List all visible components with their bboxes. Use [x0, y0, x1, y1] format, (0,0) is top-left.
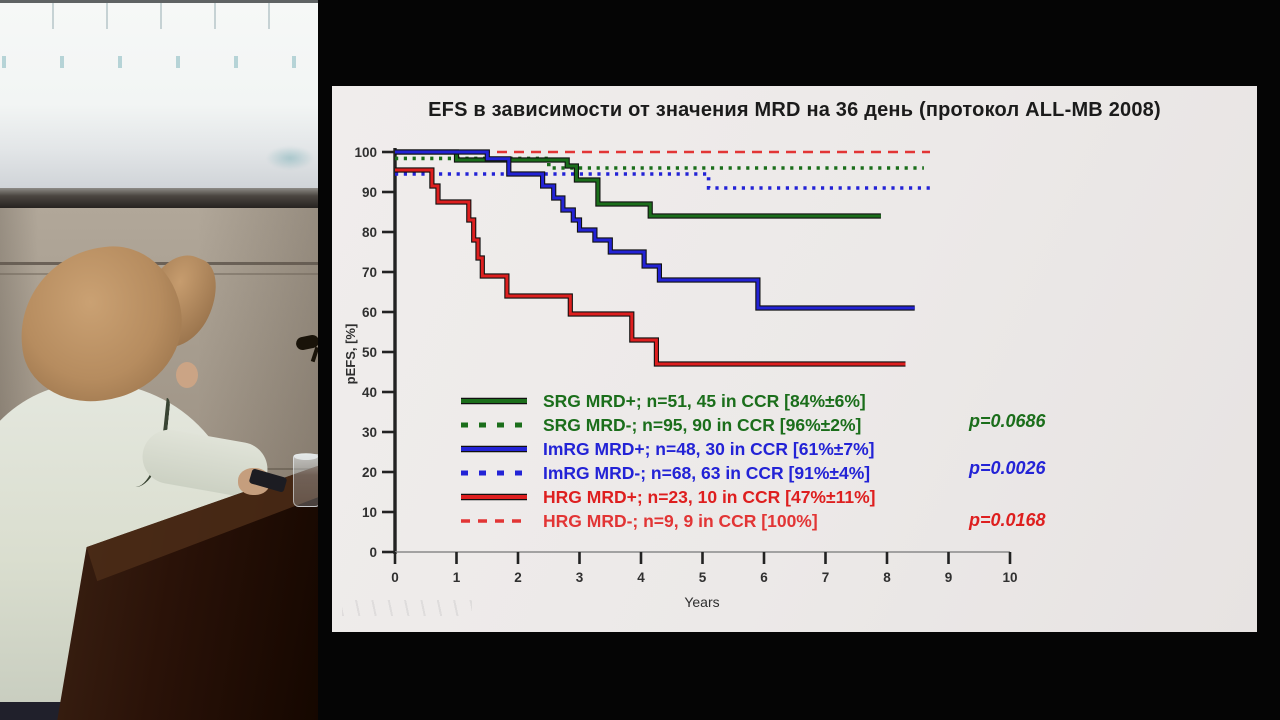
x-tick-label: 4: [637, 570, 645, 585]
legend-row: ImRG MRD+; n=48, 30 in CCR [61%±7%]: [455, 437, 875, 461]
x-tick-label: 8: [883, 570, 891, 585]
series-curve-1: [395, 156, 924, 170]
screen-faint-marks: [2, 56, 318, 68]
legend-swatch-dashed: [461, 519, 527, 523]
x-tick-label: 7: [822, 570, 830, 585]
y-tick-label: 30: [362, 425, 377, 440]
slide-title: EFS в зависимости от значения MRD на 36 …: [428, 99, 1161, 121]
legend-swatch-dotted: [461, 470, 527, 476]
x-tick-label: 3: [576, 570, 584, 585]
y-tick-label: 80: [362, 225, 377, 240]
y-tick-label: 90: [362, 185, 377, 200]
screen-faint-grid: [0, 3, 318, 29]
series-curve-3: [395, 172, 934, 190]
legend-label: HRG MRD-; n=9, 9 in CCR [100%]: [543, 510, 818, 531]
legend-row: HRG MRD+; n=23, 10 in CCR [47%±11%]: [455, 485, 875, 509]
x-tick-label: 6: [760, 570, 768, 585]
wall-groove: [0, 262, 318, 265]
legend-row: SRG MRD+; n=51, 45 in CCR [84%±6%]: [455, 389, 875, 413]
legend-swatch-solid: [461, 493, 527, 501]
screen-top-edge: [0, 0, 318, 3]
legend-label: ImRG MRD+; n=48, 30 in CCR [61%±7%]: [543, 438, 875, 459]
x-tick-label: 5: [699, 570, 707, 585]
y-tick-label: 100: [354, 145, 377, 160]
legend-swatch-solid: [461, 397, 527, 405]
y-tick-label: 50: [362, 345, 377, 360]
legend-swatch-dotted: [461, 422, 527, 428]
x-tick-label: 9: [945, 570, 953, 585]
presenter-face: [176, 362, 198, 388]
x-tick-label: 2: [514, 570, 522, 585]
y-axis-label: pEFS, [%]: [343, 323, 358, 385]
projection-screen: [0, 0, 318, 190]
legend-label: HRG MRD+; n=23, 10 in CCR [47%±11%]: [543, 486, 876, 507]
x-axis-label: Years: [684, 594, 720, 610]
p-value: p=0.0026: [969, 458, 1046, 478]
water-glass: [293, 454, 318, 507]
series-curve-0: [395, 150, 881, 218]
legend-row: ImRG MRD-; n=68, 63 in CCR [91%±4%]: [455, 461, 875, 485]
p-value: p=0.0686: [969, 411, 1046, 431]
y-tick-label: 20: [362, 465, 377, 480]
y-tick-label: 0: [369, 545, 377, 560]
y-tick-label: 10: [362, 505, 377, 520]
x-tick-label: 10: [1002, 570, 1017, 585]
y-tick-label: 70: [362, 265, 377, 280]
presentation-slide: 0 10 20 30 40 50 60 70 80 90 100 0 1 2 3 4 5 6 7 8 9 10 EFS в…: [332, 86, 1257, 632]
x-tick-label: 1: [453, 570, 461, 585]
y-tick-label: 40: [362, 385, 377, 400]
water-glass-rim: [294, 453, 318, 460]
x-tick-label: 0: [391, 570, 399, 585]
series-curve-4: [395, 168, 906, 366]
screen-smudge: [266, 146, 314, 170]
legend-row: SRG MRD-; n=95, 90 in CCR [96%±2%]: [455, 413, 875, 437]
y-tick-label: 60: [362, 305, 377, 320]
legend-row: HRG MRD-; n=9, 9 in CCR [100%]: [455, 509, 875, 533]
lecture-hall-photo: [0, 0, 318, 720]
series-curve-2: [395, 150, 915, 310]
slide-watermark-smudge: [342, 600, 472, 616]
screen-bottom-rail: [0, 188, 318, 208]
kaplan-meier-chart: 0 10 20 30 40 50 60 70 80 90 100 0 1 2 3 4 5 6 7 8 9 10: [354, 145, 1017, 585]
legend-label: SRG MRD-; n=95, 90 in CCR [96%±2%]: [543, 414, 862, 435]
legend-label: SRG MRD+; n=51, 45 in CCR [84%±6%]: [543, 390, 866, 411]
legend-label: ImRG MRD-; n=68, 63 in CCR [91%±4%]: [543, 462, 871, 483]
legend-swatch-solid: [461, 445, 527, 453]
p-value: p=0.0168: [969, 510, 1046, 530]
chart-legend: SRG MRD+; n=51, 45 in CCR [84%±6%] SRG MR…: [455, 389, 875, 533]
